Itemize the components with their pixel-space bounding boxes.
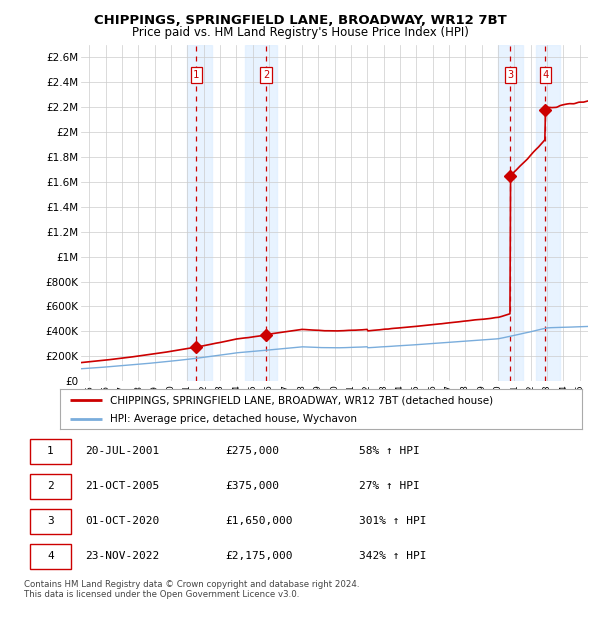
Text: £2,175,000: £2,175,000 — [225, 551, 292, 561]
Text: 21-OCT-2005: 21-OCT-2005 — [85, 481, 160, 491]
Text: £375,000: £375,000 — [225, 481, 279, 491]
Bar — [498, 45, 523, 381]
Text: 301% ↑ HPI: 301% ↑ HPI — [359, 516, 426, 526]
Text: 58% ↑ HPI: 58% ↑ HPI — [359, 446, 419, 456]
Text: 3: 3 — [507, 70, 514, 80]
Text: 342% ↑ HPI: 342% ↑ HPI — [359, 551, 426, 561]
FancyBboxPatch shape — [29, 439, 71, 464]
Text: 20-JUL-2001: 20-JUL-2001 — [85, 446, 160, 456]
FancyBboxPatch shape — [29, 474, 71, 499]
Text: 4: 4 — [542, 70, 548, 80]
FancyBboxPatch shape — [29, 508, 71, 534]
Text: 23-NOV-2022: 23-NOV-2022 — [85, 551, 160, 561]
Bar — [187, 45, 212, 381]
Text: £275,000: £275,000 — [225, 446, 279, 456]
Text: £1,650,000: £1,650,000 — [225, 516, 292, 526]
Text: 2: 2 — [263, 70, 269, 80]
FancyBboxPatch shape — [29, 544, 71, 569]
Text: 4: 4 — [47, 551, 54, 561]
Text: CHIPPINGS, SPRINGFIELD LANE, BROADWAY, WR12 7BT (detached house): CHIPPINGS, SPRINGFIELD LANE, BROADWAY, W… — [110, 395, 493, 405]
Text: HPI: Average price, detached house, Wychavon: HPI: Average price, detached house, Wych… — [110, 414, 356, 424]
Text: 1: 1 — [193, 70, 199, 80]
Text: 3: 3 — [47, 516, 54, 526]
Text: 1: 1 — [47, 446, 54, 456]
Text: 2: 2 — [47, 481, 54, 491]
Text: 01-OCT-2020: 01-OCT-2020 — [85, 516, 160, 526]
Text: This data is licensed under the Open Government Licence v3.0.: This data is licensed under the Open Gov… — [24, 590, 299, 600]
Text: Price paid vs. HM Land Registry's House Price Index (HPI): Price paid vs. HM Land Registry's House … — [131, 26, 469, 39]
Bar — [536, 45, 560, 381]
Text: Contains HM Land Registry data © Crown copyright and database right 2024.: Contains HM Land Registry data © Crown c… — [24, 580, 359, 589]
Text: CHIPPINGS, SPRINGFIELD LANE, BROADWAY, WR12 7BT: CHIPPINGS, SPRINGFIELD LANE, BROADWAY, W… — [94, 14, 506, 27]
Text: 27% ↑ HPI: 27% ↑ HPI — [359, 481, 419, 491]
Bar — [245, 45, 277, 381]
